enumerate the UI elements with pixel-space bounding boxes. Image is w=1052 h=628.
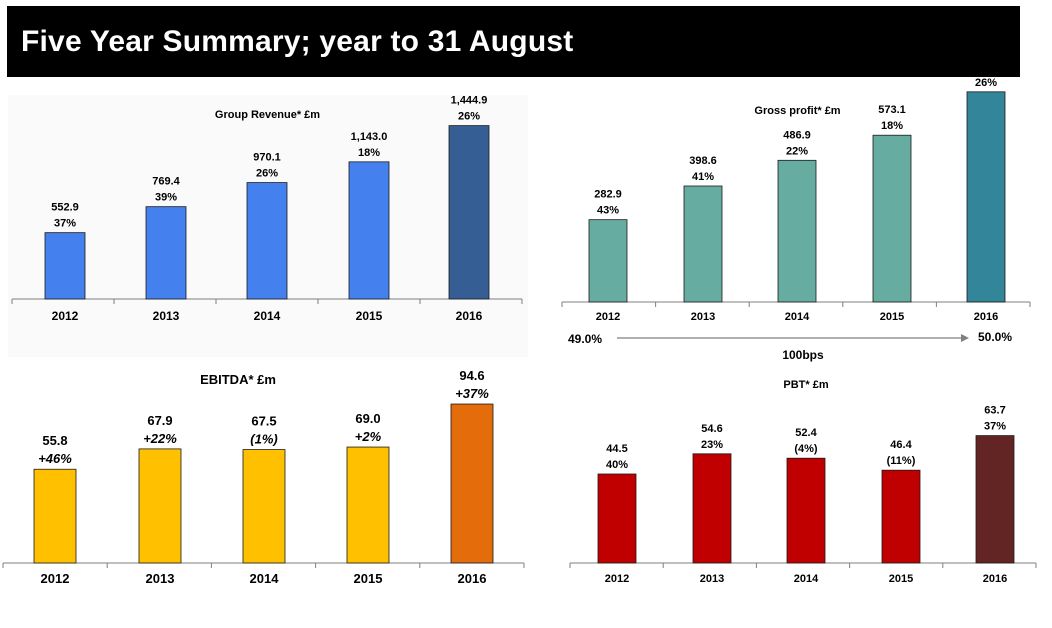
- revenue-category-label: 2012: [52, 309, 79, 323]
- gross-profit-growth-label: 18%: [881, 120, 903, 132]
- gross-profit-category-label: 2016: [974, 311, 998, 323]
- revenue-value-label: 1,143.0: [351, 131, 388, 143]
- pbt-growth-label: (4%): [794, 443, 818, 455]
- pbt-bar-2016: [975, 435, 1015, 564]
- gross-profit-category-label: 2012: [596, 311, 620, 323]
- revenue-bar-2015: [348, 161, 390, 300]
- pbt-value-label: 63.7: [984, 405, 1005, 417]
- revenue-value-label: 970.1: [253, 152, 281, 164]
- revenue-chart-title: Group Revenue* £m: [215, 109, 320, 121]
- pbt-category-label: 2014: [794, 573, 819, 585]
- ebitda-value-label: 67.5: [251, 414, 276, 429]
- pbt-category-label: 2012: [605, 573, 629, 585]
- pbt-growth-label: 40%: [606, 459, 628, 471]
- ebitda-growth-label: +46%: [38, 451, 72, 466]
- ebitda-value-label: 67.9: [147, 413, 172, 428]
- gross-profit-growth-label: 43%: [597, 205, 619, 217]
- ebitda-bar-2012: [33, 468, 77, 564]
- gross-profit-category-label: 2013: [691, 311, 715, 323]
- revenue-bar-2012: [44, 232, 86, 300]
- revenue-value-label: 769.4: [152, 176, 180, 188]
- revenue-growth-label: 26%: [458, 111, 480, 123]
- pbt-chart-title: PBT* £m: [783, 379, 828, 391]
- pbt-category-label: 2016: [983, 573, 1007, 585]
- gross-profit-value-label: 573.1: [878, 104, 906, 116]
- gross-profit-chart-title: Gross profit* £m: [754, 105, 840, 117]
- ebitda-chart-title: EBITDA* £m: [200, 372, 276, 387]
- gross-profit-value-label: 486.9: [783, 129, 811, 141]
- revenue-category-label: 2013: [153, 309, 180, 323]
- gross-profit-bar-2014: [777, 159, 817, 303]
- revenue-growth-label: 26%: [256, 168, 278, 180]
- ebitda-value-label: 94.6: [459, 368, 484, 383]
- revenue-growth-label: 39%: [155, 192, 177, 204]
- gross-profit-value-label: 398.6: [689, 155, 717, 167]
- ebitda-value-label: 69.0: [355, 411, 380, 426]
- ebitda-bar-2015: [346, 446, 390, 564]
- pbt-bar-2012: [597, 473, 637, 564]
- gross-profit-value-label: 282.9: [594, 189, 622, 201]
- gross-margin-start-label: 49.0%: [568, 332, 602, 346]
- ebitda-category-label: 2012: [41, 571, 70, 586]
- pbt-growth-label: 37%: [984, 421, 1006, 433]
- revenue-bar-2014: [246, 182, 288, 300]
- gross-profit-category-label: 2014: [785, 311, 810, 323]
- gross-profit-growth-label: 26%: [975, 77, 997, 89]
- ebitda-growth-label: +22%: [143, 431, 177, 446]
- ebitda-bar-2014: [242, 449, 286, 564]
- pbt-growth-label: (11%): [887, 455, 916, 467]
- gross-profit-value-label: 722.2: [972, 61, 1000, 73]
- pbt-bar-2015: [881, 469, 921, 564]
- title-bar: Five Year Summary; year to 31 August: [7, 6, 1020, 77]
- pbt-value-label: 46.4: [890, 439, 912, 451]
- revenue-value-label: 1,444.9: [451, 95, 488, 107]
- ebitda-growth-label: +37%: [455, 386, 489, 401]
- pbt-value-label: 52.4: [795, 427, 817, 439]
- ebitda-growth-label: (1%): [250, 432, 277, 447]
- revenue-growth-label: 18%: [358, 147, 380, 159]
- gross-profit-growth-label: 22%: [786, 145, 808, 157]
- revenue-category-label: 2014: [254, 309, 281, 323]
- ebitda-category-label: 2013: [146, 571, 175, 586]
- pbt-category-label: 2013: [700, 573, 724, 585]
- revenue-growth-label: 37%: [54, 218, 76, 230]
- pbt-category-label: 2015: [889, 573, 913, 585]
- gross-margin-change-label: 100bps: [782, 348, 824, 362]
- ebitda-growth-label: +2%: [355, 429, 382, 444]
- ebitda-value-label: 55.8: [42, 433, 67, 448]
- revenue-category-label: 2016: [456, 309, 483, 323]
- pbt-growth-label: 23%: [701, 439, 723, 451]
- revenue-value-label: 552.9: [51, 202, 79, 214]
- gross-margin-arrowhead: [961, 334, 969, 342]
- revenue-bar-2016: [448, 125, 490, 300]
- page-title: Five Year Summary; year to 31 August: [21, 25, 574, 58]
- revenue-bar-2013: [145, 206, 187, 300]
- gross-profit-bar-2013: [683, 185, 723, 303]
- ebitda-bar-2016: [450, 403, 494, 564]
- ebitda-category-label: 2015: [354, 571, 383, 586]
- gross-profit-growth-label: 41%: [692, 171, 714, 183]
- ebitda-category-label: 2016: [458, 571, 487, 586]
- ebitda-bar-2013: [138, 448, 182, 564]
- pbt-value-label: 44.5: [606, 443, 627, 455]
- revenue-category-label: 2015: [356, 309, 383, 323]
- gross-profit-bar-2016: [966, 91, 1006, 303]
- pbt-bar-2014: [786, 457, 826, 564]
- gross-profit-bar-2015: [872, 134, 912, 303]
- pbt-value-label: 54.6: [701, 423, 722, 435]
- gross-profit-category-label: 2015: [880, 311, 904, 323]
- gross-profit-bar-2012: [588, 219, 628, 303]
- gross-margin-end-label: 50.0%: [978, 330, 1012, 344]
- pbt-bar-2013: [692, 453, 732, 564]
- ebitda-category-label: 2014: [250, 571, 280, 586]
